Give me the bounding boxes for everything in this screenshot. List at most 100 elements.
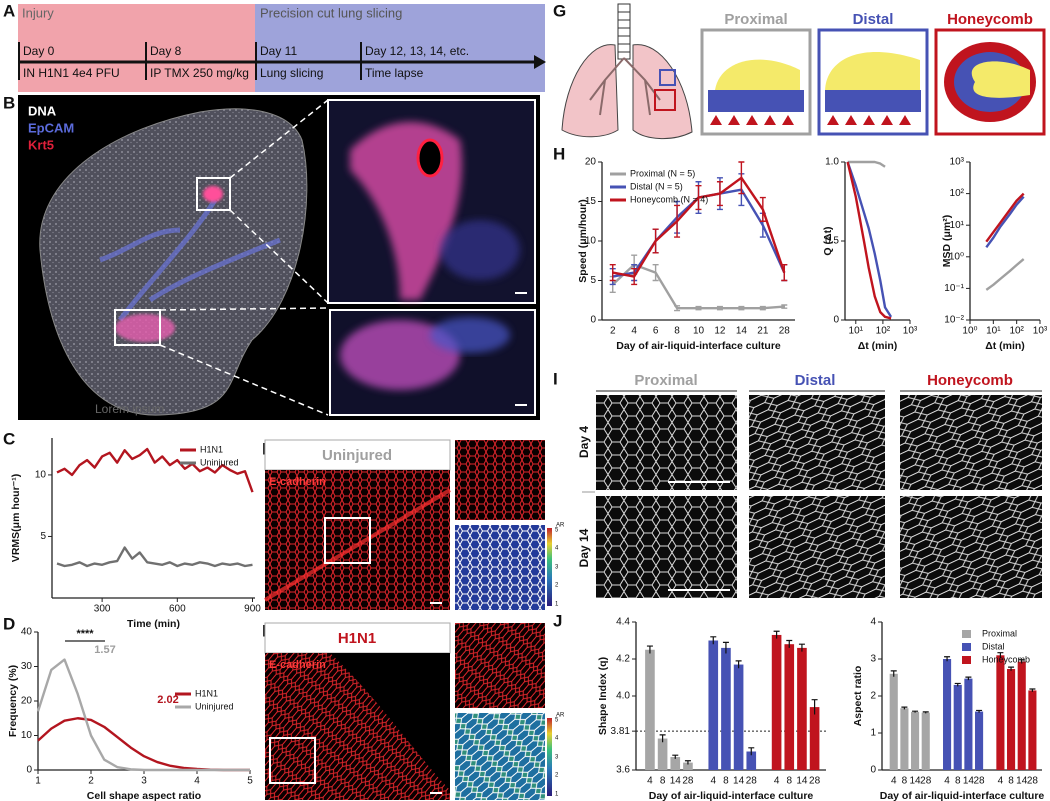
bar (964, 678, 973, 770)
event-label: IN H1N1 4e4 PFU (23, 66, 120, 80)
error-bar (811, 699, 818, 715)
error-bar (735, 660, 742, 669)
panel-label: I (553, 369, 558, 388)
h1n1-image: H1N1 E-cadherin AR 1 2 3 4 5 (264, 622, 565, 800)
legend-label: Uninjured (200, 457, 239, 467)
x-tick-label: 10³ (903, 326, 918, 337)
annotation: **** (76, 628, 94, 640)
lung-lobe (561, 44, 619, 138)
series-line (985, 258, 1025, 291)
airways (99, 198, 281, 322)
error-bar (781, 304, 788, 309)
y-tick-label: 10 (35, 470, 47, 481)
x-axis-label: Time (min) (127, 618, 180, 630)
error-bar (738, 161, 745, 195)
y-tick-label: 2 (870, 691, 876, 702)
error-bar (748, 747, 755, 756)
colorbar-tick: 1 (555, 602, 559, 608)
legend-label: Honeycomb (982, 654, 1030, 664)
colorbar-tick: 2 (555, 583, 559, 589)
x-tick-label: 4 (194, 776, 200, 787)
error-bar (786, 639, 793, 648)
bronchi (589, 57, 661, 116)
bar (797, 647, 807, 770)
region-label: Distal (853, 11, 894, 28)
lung-tissue (39, 108, 308, 416)
column-header: Honeycomb (927, 372, 1013, 389)
error-bar (674, 305, 681, 312)
timeline: Injury Precision cut lung slicing Day 0 … (18, 4, 546, 92)
row-label: Day 14 (577, 528, 591, 567)
x-tick-label: 10² (876, 326, 891, 337)
bar (953, 684, 962, 770)
krt5-signal (340, 320, 460, 390)
y-tick-label: 0 (870, 765, 876, 776)
day-label: Day 12, 13, 14, etc. (365, 44, 469, 58)
error-bar (1018, 659, 1025, 664)
colorbar-label: AR (556, 523, 565, 529)
legend-label: Uninjured (195, 701, 234, 711)
legend-label: H1N1 (200, 444, 223, 454)
colorbar (547, 718, 552, 796)
error-bar (890, 670, 897, 677)
micrograph-grid: Proximal Distal Honeycomb Day 4 Day 14 (577, 372, 1042, 598)
y-tick-label: 0 (26, 765, 32, 776)
x-tick-label: 8 (660, 776, 666, 787)
error-bar (954, 682, 961, 687)
distal-schematic (817, 28, 929, 136)
y-axis-label: MSD (μm²) (941, 215, 953, 268)
vessel (263, 488, 452, 602)
micrograph (749, 395, 885, 490)
y-axis-label: Shape Index (q) (597, 657, 609, 735)
y-axis-label: Aspect ratio (852, 666, 864, 727)
x-tick-label: 14 (1016, 776, 1028, 787)
y-tick-label: 20 (21, 696, 33, 707)
x-tick-label: 8 (674, 326, 680, 337)
y-tick-label: 30 (21, 661, 33, 672)
stain-label: E-cadherin (269, 659, 326, 671)
day-label: Day 11 (260, 44, 297, 58)
x-axis-label: Day of air-liquid-interface culture (880, 790, 1045, 801)
y-tick-label: 0 (590, 315, 596, 326)
panel-label: J (553, 611, 562, 630)
series-line (985, 195, 1025, 249)
row-label: Day 4 (577, 426, 591, 458)
y-tick-label: 4.2 (616, 654, 630, 665)
phase-label: Injury (22, 5, 54, 20)
y-axis-label: VRMS(μm hour⁻¹) (10, 474, 22, 562)
colorbar-tick: 3 (555, 565, 559, 571)
y-tick-label: 4.0 (616, 691, 630, 702)
y-tick-label: 20 (585, 157, 597, 168)
event-label: Lung slicing (260, 66, 323, 80)
error-bar (652, 264, 659, 282)
lung-lobe (632, 44, 693, 140)
error-bar (912, 710, 919, 713)
inset-image (455, 623, 545, 708)
y-tick-label: 10² (950, 188, 965, 199)
x-tick-label: 8 (723, 776, 729, 787)
segmentation (455, 713, 545, 800)
y-tick-label: 10 (585, 236, 597, 247)
event-label: Time lapse (365, 66, 424, 80)
error-bar (759, 196, 766, 222)
series-line (37, 717, 250, 772)
x-tick-label: 28 (779, 326, 791, 337)
inset-image (455, 440, 545, 520)
y-tick-label: 0 (833, 315, 839, 326)
error-bar (965, 676, 972, 681)
error-bar (646, 645, 653, 654)
zoom-lines (159, 99, 329, 416)
x-axis-label: Δt (min) (858, 340, 898, 352)
x-tick-label: 4 (944, 776, 950, 787)
trachea-rings (618, 11, 630, 53)
column-header: Proximal (634, 372, 697, 389)
panel-label: G (553, 1, 566, 20)
legend-swatch (962, 643, 971, 651)
schematic: Proximal Distal Honeycomb (561, 3, 1046, 140)
y-tick-label: 1 (870, 728, 876, 739)
bar (900, 708, 909, 770)
x-tick-label: 12 (714, 326, 726, 337)
bar (921, 712, 930, 770)
y-axis-label: Q (Δt) (822, 226, 834, 255)
